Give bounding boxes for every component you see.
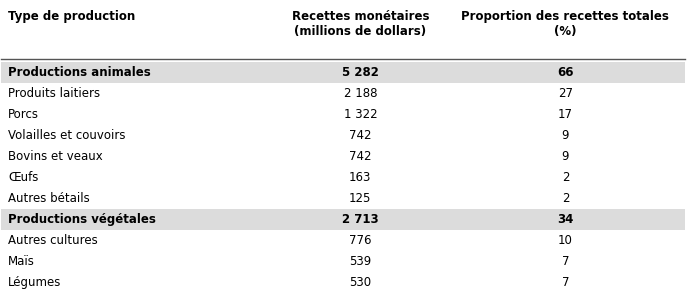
Text: 163: 163 [349,171,372,184]
Text: 539: 539 [349,255,372,268]
Text: Recettes monétaires
(millions de dollars): Recettes monétaires (millions de dollars… [292,10,429,38]
Text: Productions végétales: Productions végétales [8,213,156,226]
Text: 7: 7 [562,255,569,268]
Text: 7: 7 [562,276,569,289]
Text: Bovins et veaux: Bovins et veaux [8,150,103,163]
Text: Autres cultures: Autres cultures [8,234,98,247]
Text: Produits laitiers: Produits laitiers [8,87,100,100]
Text: 125: 125 [349,192,372,205]
Text: 9: 9 [562,129,569,142]
Text: 2 713: 2 713 [342,213,379,226]
Text: 1 322: 1 322 [344,108,377,121]
Text: 2 188: 2 188 [344,87,377,100]
Text: 66: 66 [557,66,574,79]
Text: 742: 742 [349,150,372,163]
Text: 9: 9 [562,150,569,163]
Text: Légumes: Légumes [8,276,62,289]
Text: 2: 2 [562,171,569,184]
Text: 2: 2 [562,192,569,205]
Text: 742: 742 [349,129,372,142]
Text: 27: 27 [558,87,573,100]
Bar [1,209,685,230]
Text: Maïs: Maïs [8,255,35,268]
Text: Type de production: Type de production [8,10,136,23]
Text: 776: 776 [349,234,372,247]
Text: 34: 34 [557,213,574,226]
Text: 17: 17 [558,108,573,121]
Text: 530: 530 [349,276,372,289]
Text: 10: 10 [558,234,573,247]
Text: Autres bétails: Autres bétails [8,192,90,205]
Text: Productions animales: Productions animales [8,66,151,79]
Text: Proportion des recettes totales
(%): Proportion des recettes totales (%) [461,10,670,38]
Bar [1,61,685,83]
Text: Volailles et couvoirs: Volailles et couvoirs [8,129,126,142]
Text: Porcs: Porcs [8,108,39,121]
Text: Œufs: Œufs [8,171,38,184]
Text: 5 282: 5 282 [342,66,379,79]
